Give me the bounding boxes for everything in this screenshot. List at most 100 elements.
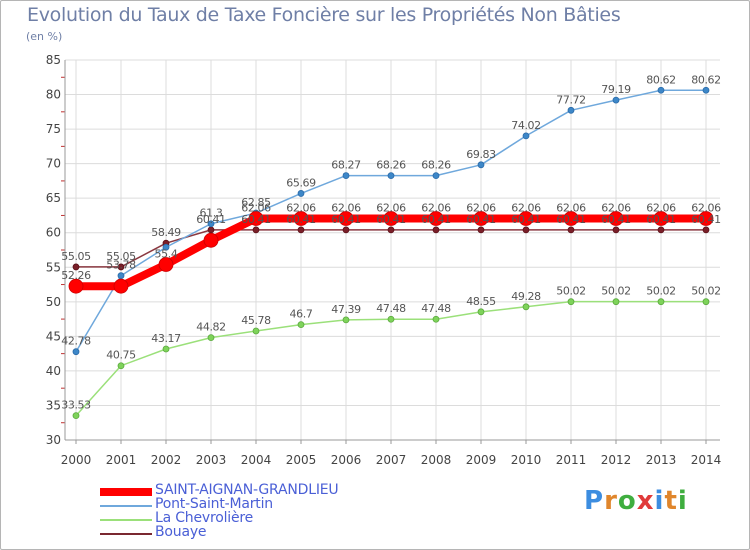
plot-area — [65, 60, 720, 440]
data-label: 62.06 — [331, 201, 361, 214]
data-label: 62.06 — [511, 201, 541, 214]
data-point — [522, 226, 530, 234]
data-point — [518, 211, 534, 226]
x-tick-label: 2011 — [556, 453, 587, 467]
data-label: 62.06 — [601, 201, 631, 214]
x-tick-label: 2012 — [601, 453, 632, 467]
data-label: 50.02 — [646, 285, 676, 298]
data-point — [207, 334, 215, 342]
data-point — [563, 211, 579, 226]
data-label: 49.28 — [511, 290, 541, 303]
data-label: 61.3 — [200, 207, 223, 220]
data-point — [432, 172, 440, 180]
logo-letter: P — [584, 486, 605, 516]
data-point — [117, 263, 125, 271]
data-point — [473, 211, 489, 226]
chart-title: Evolution du Taux de Taxe Foncière sur l… — [27, 4, 621, 26]
logo-letter: o — [617, 486, 637, 516]
y-tick-label: 70 — [46, 157, 61, 171]
y-unit-label: (en %) — [26, 30, 63, 43]
data-label: 42.78 — [61, 335, 91, 348]
data-point — [657, 86, 665, 94]
data-label: 47.48 — [376, 302, 406, 315]
data-label: 33.53 — [61, 399, 91, 412]
data-label: 44.82 — [196, 321, 226, 334]
x-tick-label: 2006 — [331, 453, 362, 467]
data-label: 60.41 — [691, 213, 721, 226]
data-label: 60.41 — [646, 213, 676, 226]
data-point — [522, 132, 530, 140]
x-tick-label: 2002 — [151, 453, 182, 467]
legend-label: Pont-Saint-Martin — [155, 496, 273, 512]
logo-letter: i — [677, 486, 688, 516]
data-point — [432, 315, 440, 323]
data-label: 62.06 — [646, 201, 676, 214]
data-label: 68.26 — [376, 159, 406, 172]
data-point — [612, 226, 620, 234]
data-point — [387, 226, 395, 234]
x-tick-label: 2014 — [691, 453, 722, 467]
data-label: 62.06 — [241, 201, 271, 214]
data-label: 48.55 — [466, 295, 496, 308]
data-label: 52.26 — [61, 269, 91, 282]
data-point — [612, 298, 620, 306]
data-label: 55.4 — [155, 248, 178, 261]
data-point — [342, 316, 350, 324]
data-label: 50.02 — [691, 285, 721, 298]
data-point — [338, 211, 354, 226]
data-label: 80.62 — [646, 73, 676, 86]
y-tick-label: 80 — [46, 88, 61, 102]
data-point — [702, 86, 710, 94]
data-point — [297, 321, 305, 329]
data-point — [698, 211, 714, 226]
y-tick-label: 50 — [46, 295, 61, 309]
data-label: 62.06 — [556, 201, 586, 214]
legend-swatch — [100, 519, 152, 521]
y-tick-label: 55 — [46, 260, 61, 274]
logo-letter: x — [636, 486, 655, 516]
data-point — [117, 362, 125, 370]
data-point — [162, 345, 170, 353]
data-point — [612, 96, 620, 104]
data-point — [477, 161, 485, 169]
data-label: 60.41 — [421, 213, 451, 226]
logo-letter: r — [604, 486, 618, 516]
data-label: 68.27 — [331, 159, 361, 172]
legend-label: Bouaye — [155, 524, 207, 540]
x-tick-label: 2008 — [421, 453, 452, 467]
data-point — [252, 327, 260, 335]
data-label: 40.75 — [106, 349, 136, 362]
data-label: 60.41 — [331, 213, 361, 226]
y-tick-label: 85 — [46, 53, 61, 67]
data-point — [567, 106, 575, 114]
x-tick-label: 2000 — [61, 453, 92, 467]
x-tick-label: 2004 — [241, 453, 272, 467]
x-tick-label: 2009 — [466, 453, 497, 467]
data-point — [293, 211, 309, 226]
data-point — [72, 263, 80, 271]
x-tick-label: 2003 — [196, 453, 227, 467]
data-label: 50.02 — [556, 285, 586, 298]
data-label: 60.41 — [466, 213, 496, 226]
data-label: 58.49 — [151, 226, 181, 239]
data-point — [702, 226, 710, 234]
data-point — [477, 226, 485, 234]
data-point — [432, 226, 440, 234]
data-point — [477, 308, 485, 316]
data-point — [387, 172, 395, 180]
x-tick-label: 2007 — [376, 453, 407, 467]
data-point — [428, 211, 444, 226]
data-point — [72, 412, 80, 420]
data-label: 43.17 — [151, 332, 181, 345]
data-label: 62.06 — [691, 201, 721, 214]
legend-label: La Chevrolière — [155, 510, 254, 526]
data-label: 60.41 — [196, 213, 226, 226]
data-point — [297, 190, 305, 197]
data-point — [522, 303, 530, 311]
data-point — [657, 298, 665, 306]
data-point — [342, 226, 350, 234]
data-label: 74.02 — [511, 119, 541, 132]
data-point — [342, 172, 350, 179]
y-tick-label: 35 — [46, 398, 61, 412]
